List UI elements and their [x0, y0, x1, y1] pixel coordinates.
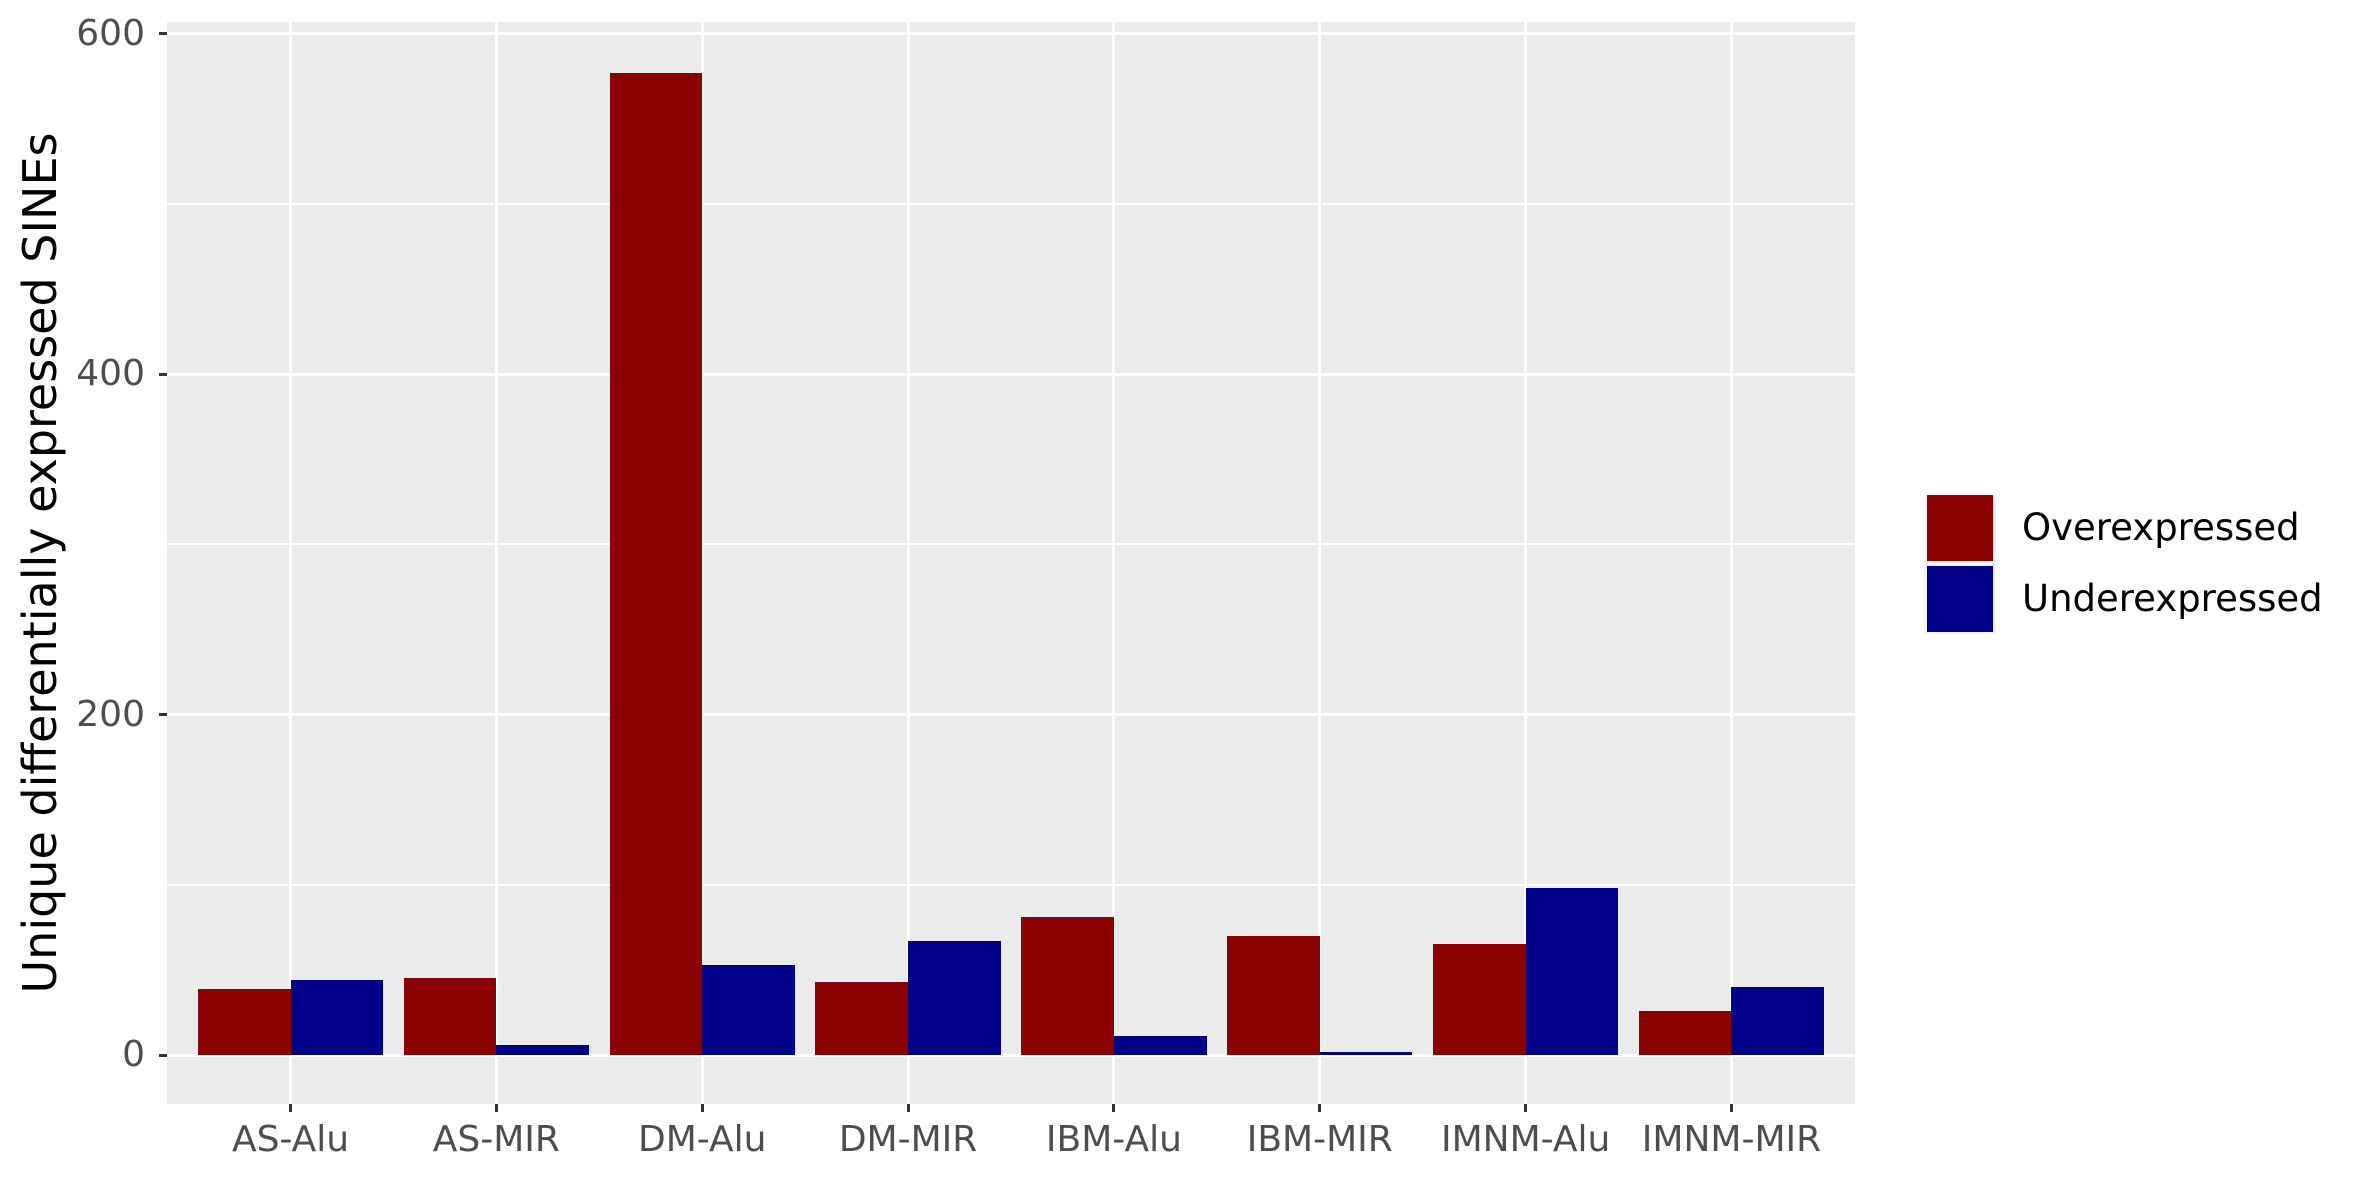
x-axis-tick: [1112, 1104, 1116, 1112]
major-gridline-vertical: [1729, 22, 1733, 1104]
major-gridline-vertical: [1112, 22, 1116, 1104]
y-axis-tick: [159, 32, 167, 35]
overexpressed-bar-AS-MIR: [403, 978, 497, 1055]
x-tick-label-IMNM-Alu: IMNM-Alu: [1440, 1119, 1611, 1160]
x-tick-label-AS-Alu: AS-Alu: [231, 1119, 350, 1160]
minor-gridline: [167, 883, 1855, 886]
y-axis-tick: [159, 1053, 167, 1057]
x-axis-tick: [700, 1104, 704, 1112]
underexpressed-bar-DM-MIR: [908, 940, 1001, 1055]
y-axis-tick: [159, 372, 167, 376]
x-tick-label-DM-MIR: DM-MIR: [838, 1119, 978, 1160]
y-tick-label: 0: [122, 1034, 145, 1075]
major-gridline-vertical: [906, 22, 910, 1104]
overexpressed-bar-AS-Alu: [197, 988, 291, 1055]
major-gridline-vertical: [1318, 22, 1322, 1104]
x-tick-label-IMNM-MIR: IMNM-MIR: [1641, 1119, 1822, 1160]
legend-label-overexpressed: Overexpressed: [2022, 506, 2300, 549]
major-gridline: [167, 372, 1855, 376]
overexpressed-bar-IMNM-Alu: [1433, 944, 1526, 1055]
underexpressed-bar-IBM-Alu: [1113, 1036, 1207, 1055]
y-axis-tick: [159, 713, 167, 716]
x-tick-label-AS-MIR: AS-MIR: [432, 1119, 560, 1160]
major-gridline: [167, 713, 1855, 716]
x-axis-tick: [289, 1104, 292, 1112]
overexpressed-swatch-icon: [1927, 494, 1993, 561]
legend-entry-underexpressed: Underexpressed: [1924, 563, 2323, 634]
legend-key: [1924, 492, 1996, 563]
legend: Overexpressed Underexpressed: [1924, 492, 2323, 634]
y-tick-label: 400: [76, 353, 145, 394]
underexpressed-bar-AS-Alu: [290, 980, 384, 1055]
major-gridline: [167, 1053, 1855, 1057]
x-tick-label-IBM-MIR: IBM-MIR: [1246, 1119, 1393, 1160]
y-tick-label: 200: [76, 693, 145, 735]
overexpressed-bar-IMNM-MIR: [1638, 1010, 1732, 1055]
x-axis-tick: [1318, 1104, 1322, 1112]
major-gridline-vertical: [494, 22, 498, 1104]
underexpressed-bar-DM-Alu: [702, 964, 795, 1055]
underexpressed-bar-AS-MIR: [496, 1044, 589, 1055]
overexpressed-bar-DM-MIR: [815, 981, 909, 1055]
x-tick-label-DM-Alu: DM-Alu: [638, 1119, 767, 1160]
overexpressed-bar-IBM-Alu: [1021, 917, 1114, 1055]
x-axis-tick: [1729, 1104, 1733, 1112]
minor-gridline: [167, 202, 1855, 205]
legend-label-underexpressed: Underexpressed: [2022, 577, 2323, 620]
minor-gridline: [167, 543, 1855, 546]
legend-key: [1924, 563, 1996, 634]
x-axis-tick: [1524, 1104, 1528, 1112]
overexpressed-bar-DM-Alu: [609, 72, 703, 1055]
x-tick-label-IBM-Alu: IBM-Alu: [1045, 1119, 1182, 1160]
major-gridline-vertical: [1524, 22, 1528, 1104]
major-gridline-vertical: [289, 22, 292, 1104]
major-gridline: [167, 32, 1855, 35]
legend-entry-overexpressed: Overexpressed: [1924, 492, 2323, 563]
underexpressed-bar-IMNM-Alu: [1525, 888, 1619, 1055]
y-axis-title: Unique differentially expressed SINEs: [13, 132, 67, 994]
underexpressed-bar-IMNM-MIR: [1731, 986, 1825, 1055]
underexpressed-bar-IBM-MIR: [1319, 1051, 1413, 1055]
x-axis-tick: [494, 1104, 498, 1112]
x-axis-tick: [906, 1104, 910, 1112]
overexpressed-bar-IBM-MIR: [1227, 935, 1320, 1055]
y-tick-label: 600: [76, 12, 145, 54]
major-gridline-vertical: [700, 22, 704, 1104]
underexpressed-swatch-icon: [1927, 565, 1993, 632]
